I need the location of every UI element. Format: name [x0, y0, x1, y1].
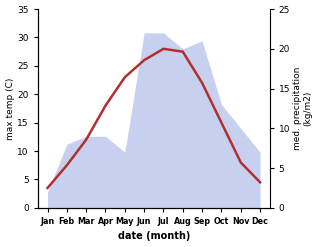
Y-axis label: max temp (C): max temp (C)	[5, 77, 15, 140]
X-axis label: date (month): date (month)	[118, 231, 190, 242]
Y-axis label: med. precipitation
(kg/m2): med. precipitation (kg/m2)	[293, 67, 313, 150]
